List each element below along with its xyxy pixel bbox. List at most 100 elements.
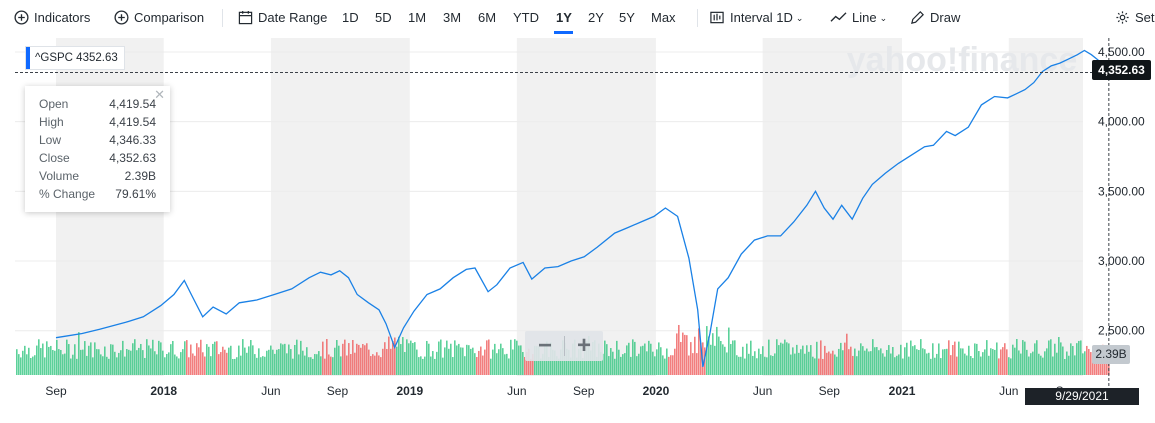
volume-bar [200,339,202,375]
volume-bar [32,356,34,375]
volume-bar [136,350,138,375]
volume-bar [498,349,500,375]
volume-bar [754,351,756,375]
volume-bar [978,351,980,375]
volume-bar [66,339,68,375]
volume-bar [276,349,278,375]
volume-bar [980,356,982,375]
y-tick-label: 4,500.00 [1098,45,1145,59]
volume-bar [1040,355,1042,375]
range-1m-button[interactable]: 1M [408,10,427,25]
volume-bar [626,345,628,375]
volume-bar [688,355,690,375]
close-icon[interactable]: ✕ [154,87,165,102]
volume-bar [784,339,786,375]
volume-bar [954,341,956,375]
ohlc-value: 4,419.54 [109,97,156,111]
range-5d-button[interactable]: 5D [375,10,392,25]
range-3m-button[interactable]: 3M [443,10,462,25]
volume-bar [400,344,402,375]
volume-bar [322,341,324,375]
grid-lines [15,51,1083,332]
volume-bar [726,352,728,375]
volume-bar [964,353,966,375]
volume-bar [966,355,968,375]
volume-bar [768,339,770,375]
volume-bar [830,353,832,375]
volume-bar [1078,340,1080,375]
volume-bar [692,353,694,375]
volume-bar [570,357,572,375]
volume-bar [392,341,394,375]
volume-bar [360,347,362,375]
volume-bar [772,356,774,375]
volume-bar [144,357,146,375]
volume-bar [44,357,46,375]
volume-bar [1088,348,1090,375]
volume-bar [974,343,976,375]
volume-bar [880,348,882,375]
volume-bar [484,349,486,375]
volume-bar [716,326,718,375]
volume-bar [1032,351,1034,375]
volume-bar [442,357,444,375]
range-1d-button[interactable]: 1D [342,10,359,25]
volume-bar [110,344,112,375]
volume-bar [492,349,494,375]
ohlc-value: 4,352.63 [109,151,156,165]
volume-bar [526,351,528,375]
volume-bar [376,352,378,375]
zoom-out-button[interactable]: − [537,332,552,359]
volume-bar [476,357,478,375]
range-1y-button[interactable]: 1Y [556,10,572,25]
volume-bar [826,352,828,375]
volume-bar [516,340,518,375]
volume-bar [948,340,950,375]
volume-bar [522,352,524,375]
chevron-down-icon: ⌄ [795,13,804,23]
volume-bar [874,347,876,375]
volume-bar [224,349,226,375]
settings-button[interactable]: Set [1115,9,1155,27]
range-ytd-button[interactable]: YTD [513,10,539,25]
interval-dropdown[interactable]: Interval 1D ⌄ [709,9,803,27]
volume-bar [192,353,194,375]
volume-bar [336,340,338,375]
volume-bar [304,355,306,375]
ohlc-label: Volume [39,169,80,183]
range-5y-button[interactable]: 5Y [619,10,635,25]
indicators-button[interactable]: Indicators [14,9,90,27]
zoom-in-button[interactable]: + [576,332,591,359]
volume-bar [92,357,94,375]
range-2y-button[interactable]: 2Y [588,10,604,25]
volume-bar [326,339,328,375]
symbol-tag[interactable]: ^GSPC 4352.63 [25,46,125,70]
volume-bar [942,349,944,375]
chart-type-dropdown[interactable]: Line ⌄ [830,9,887,27]
volume-bar [362,343,364,375]
volume-bar [1072,346,1074,375]
volume-bar [250,340,252,375]
volume-bar [30,357,32,375]
volume-bar [70,358,72,375]
volume-bar [1090,352,1092,375]
range-max-button[interactable]: Max [651,10,676,25]
volume-bar [774,353,776,375]
volume-bar [834,354,836,375]
volume-bar [414,342,416,375]
volume-bar [20,357,22,375]
volume-bar [910,340,912,375]
volume-bar [612,351,614,375]
date-range-button[interactable]: Date Range [238,9,327,27]
comparison-button[interactable]: Comparison [114,9,204,27]
volume-bar [872,339,874,375]
draw-button[interactable]: Draw [910,9,960,27]
volume-bar [1084,351,1086,375]
volume-bar [654,356,656,375]
range-6m-button[interactable]: 6M [478,10,497,25]
volume-bar [64,353,66,375]
volume-bar [302,350,304,375]
ohlc-tooltip: ✕ Open 4,419.54 High 4,419.54 Low 4,346.33 … [25,86,170,212]
volume-bar [520,345,522,375]
